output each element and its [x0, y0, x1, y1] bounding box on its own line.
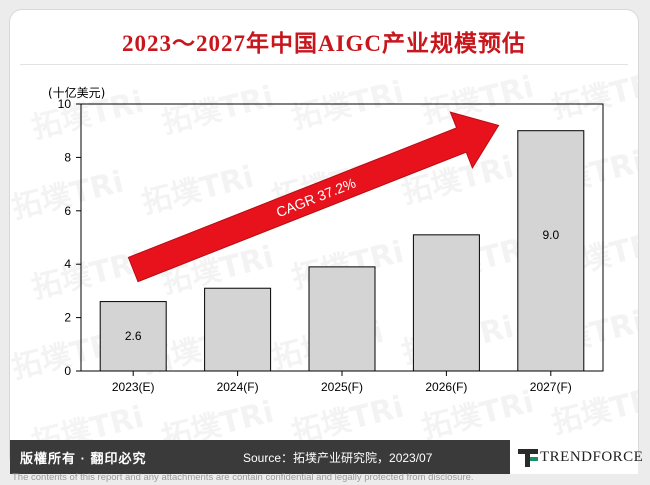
- x-tick-label: 2023(E): [112, 380, 155, 394]
- disclaimer-text: The contents of this report and any atta…: [12, 472, 474, 483]
- x-tick-label: 2027(F): [530, 380, 572, 394]
- y-tick-label: 0: [64, 364, 71, 378]
- title-divider: [20, 64, 628, 65]
- footer-bar: 版權所有 · 翻印必究 Source：拓墣产业研究院，2023/07 TREND…: [10, 440, 643, 474]
- x-tick-label: 2025(F): [321, 380, 363, 394]
- bar: [204, 287, 272, 372]
- x-tick-label: 2026(F): [425, 380, 467, 394]
- bar: [99, 301, 167, 372]
- trendforce-logo-icon: [518, 449, 538, 467]
- y-tick-label: 10: [58, 97, 72, 111]
- y-tick-label: 6: [64, 204, 71, 218]
- trendforce-logo: TRENDFORCE: [510, 440, 643, 474]
- y-axis-label: (十亿美元): [48, 85, 105, 100]
- source-note: Source：拓墣产业研究院，2023/07: [243, 451, 433, 465]
- footer-band: [10, 440, 510, 474]
- x-tick-label: 2024(F): [217, 380, 259, 394]
- bar: [308, 266, 376, 372]
- chart-title: 2023～2027年中国AIGC产业规模预估: [121, 31, 527, 56]
- copyright-notice: 版權所有 · 翻印必究: [20, 451, 147, 466]
- brand-name: TRENDFORCE: [540, 449, 644, 465]
- cagr-arrow: [127, 111, 500, 283]
- bar: [517, 130, 585, 372]
- y-tick-label: 8: [64, 150, 71, 164]
- y-tick-label: 2: [64, 311, 71, 325]
- data-label: 9.0: [542, 228, 559, 242]
- y-tick-label: 4: [64, 257, 71, 271]
- bar: [412, 234, 480, 372]
- data-label: 2.6: [125, 329, 142, 343]
